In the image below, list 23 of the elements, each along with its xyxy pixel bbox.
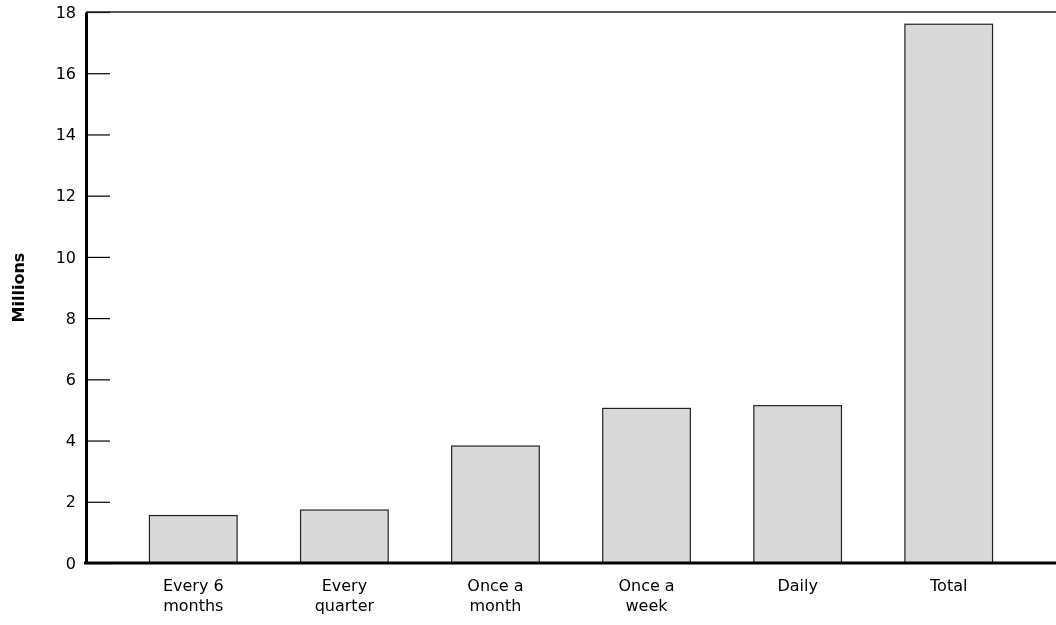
x-tick-label: Every 6 months <box>162 576 224 615</box>
bar <box>904 23 994 564</box>
x-tick-label: Once a week <box>618 576 675 615</box>
bar <box>451 445 540 564</box>
y-tick-label: 12 <box>55 186 76 206</box>
bar <box>602 407 691 564</box>
x-tick-label: Daily <box>777 576 818 595</box>
y-tick-label: 16 <box>55 63 76 83</box>
x-tick-label: Total <box>929 576 968 595</box>
y-axis-title: Millions <box>9 252 28 323</box>
bar <box>299 509 389 564</box>
y-tick-label: 6 <box>65 369 76 389</box>
x-tick-label: Once a month <box>467 576 524 615</box>
y-tick-label: 18 <box>55 2 76 22</box>
y-tick-label: 2 <box>65 492 76 512</box>
bar <box>753 405 843 564</box>
y-tick-label: 8 <box>65 308 76 328</box>
y-tick-label: 10 <box>55 247 76 267</box>
y-tick-label: 4 <box>65 431 76 451</box>
x-tick-label: Every quarter <box>314 576 375 615</box>
bar <box>148 514 238 564</box>
y-tick-label: 14 <box>55 125 76 145</box>
y-tick-label: 0 <box>65 553 76 573</box>
